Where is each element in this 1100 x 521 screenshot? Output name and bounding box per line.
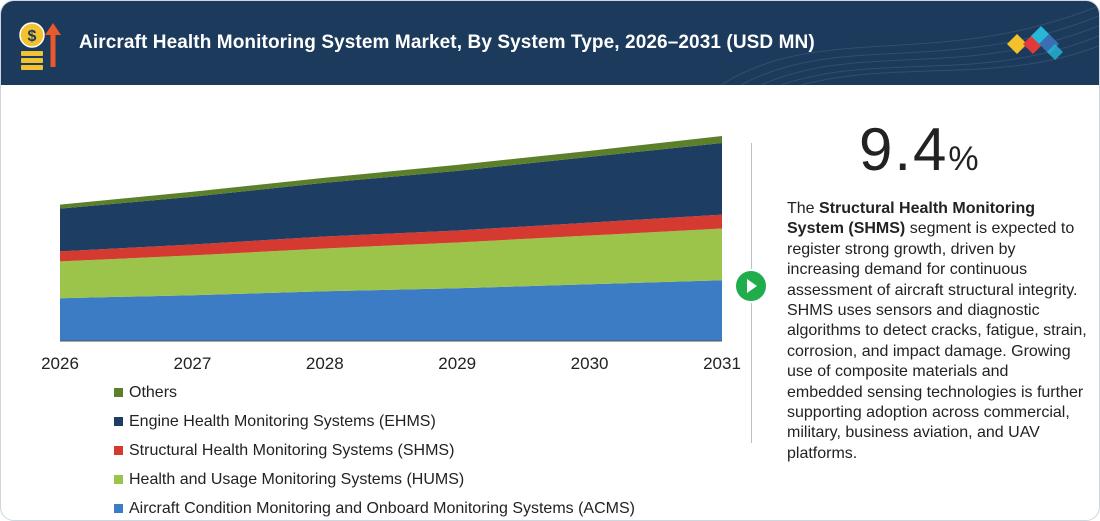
x-tick-label: 2031: [703, 354, 741, 373]
cagr-kpi: 9.4%: [859, 115, 979, 184]
brand-diamonds-logo: [1007, 26, 1063, 60]
area-series-3: [60, 142, 722, 252]
legend-swatch: [114, 417, 123, 426]
legend-label: Engine Health Monitoring Systems (EHMS): [129, 412, 436, 430]
x-tick-label: 2026: [41, 354, 79, 373]
legend-label: Health and Usage Monitoring Systems (HUM…: [129, 470, 465, 488]
area-series-2: [60, 214, 722, 262]
stacked-area-chart: 2026 2027 2028 2029 2030 2031: [41, 135, 741, 373]
legend-swatch: [114, 388, 123, 397]
legend-item: Health and Usage Monitoring Systems (HUM…: [114, 465, 635, 494]
area-series-0: [60, 280, 722, 341]
legend-label: Structural Health Monitoring Systems (SH…: [129, 441, 455, 459]
next-arrow-icon[interactable]: [734, 269, 768, 303]
legend-label: Aircraft Condition Monitoring and Onboar…: [129, 499, 635, 517]
legend-swatch: [114, 504, 123, 513]
svg-text:$: $: [28, 28, 37, 45]
legend-swatch: [114, 446, 123, 455]
legend-item: Aircraft Condition Monitoring and Onboar…: [114, 494, 635, 520]
legend-swatch: [114, 475, 123, 484]
legend-item: Engine Health Monitoring Systems (EHMS): [114, 407, 635, 436]
x-tick-label: 2030: [571, 354, 609, 373]
legend-item: Others: [114, 378, 635, 407]
segment-description: The Structural Health Monitoring System …: [787, 199, 1087, 464]
cagr-value: 9.4: [859, 116, 949, 183]
x-tick-label: 2028: [306, 354, 344, 373]
x-tick-label: 2027: [173, 354, 211, 373]
description-text: segment is expected to register strong g…: [787, 220, 1087, 462]
description-highlight: Structural Health Monitoring System (SHM…: [787, 200, 1036, 238]
legend-item: Structural Health Monitoring Systems (SH…: [114, 436, 635, 465]
area-series-4: [60, 135, 722, 209]
area-series-1: [60, 228, 722, 299]
cagr-unit: %: [948, 140, 979, 178]
header-bar: $ Aircraft Health Monitoring System Mark…: [1, 1, 1099, 85]
legend-label: Others: [129, 383, 178, 401]
description-lead: The: [787, 200, 820, 217]
x-tick-label: 2029: [438, 354, 476, 373]
chart-title: Aircraft Health Monitoring System Market…: [79, 32, 815, 53]
money-growth-icon: $: [19, 22, 61, 70]
chart-legend: Others Engine Health Monitoring Systems (…: [114, 378, 635, 520]
